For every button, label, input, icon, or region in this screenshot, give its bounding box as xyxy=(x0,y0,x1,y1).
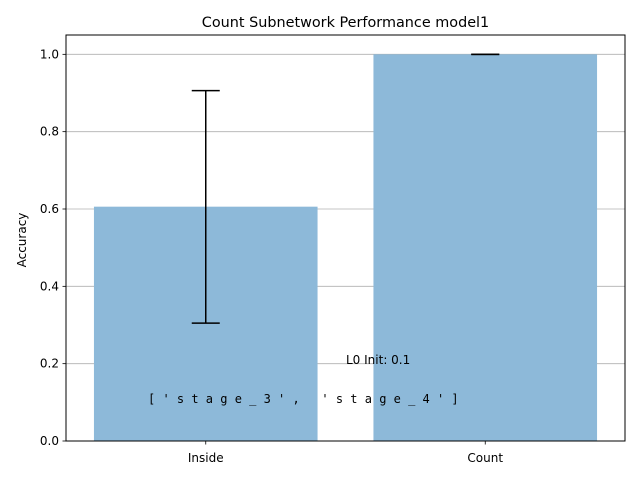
bars xyxy=(93,54,598,441)
bar-count xyxy=(373,54,598,441)
x-tick-label: Inside xyxy=(188,451,224,465)
annotations: L0 Init: 0.1 [ ' s t a g e _ 3 ' , ' s t… xyxy=(148,353,459,406)
x-tick-label: Count xyxy=(467,451,503,465)
chart-title: Count Subnetwork Performance model1 xyxy=(202,15,489,31)
y-axis-label: Accuracy xyxy=(15,213,29,268)
y-tick-label: 0.8 xyxy=(40,125,59,139)
y-tick-label: 0.2 xyxy=(40,357,59,371)
annotation-stages: [ ' s t a g e _ 3 ' , ' s t a g e _ 4 ' … xyxy=(148,392,459,406)
plot-frame xyxy=(65,34,626,442)
error-bars xyxy=(191,53,500,324)
annotation-l0-init: L0 Init: 0.1 xyxy=(346,353,410,367)
y-tick-label: 0.4 xyxy=(40,279,59,293)
y-tick-label: 1.0 xyxy=(40,47,59,61)
y-tick-label: 0.0 xyxy=(40,434,59,448)
y-tick-label: 0.6 xyxy=(40,202,59,216)
axis-ticks: 0.0 0.2 0.4 0.6 0.8 1.0 Inside Count xyxy=(40,47,503,465)
